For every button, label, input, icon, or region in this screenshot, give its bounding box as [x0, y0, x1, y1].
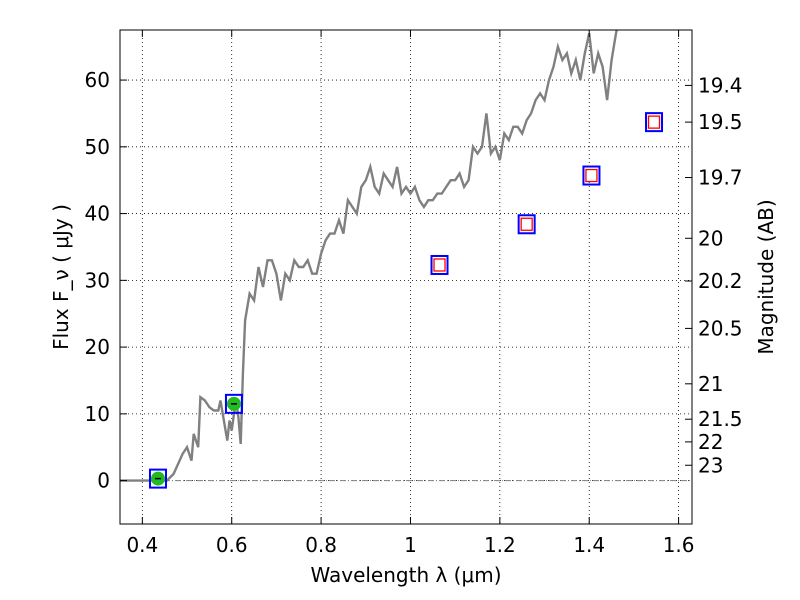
right-tick-label: 19.4 — [698, 73, 743, 97]
point-outer-box — [148, 468, 167, 489]
point-inner-box — [585, 168, 598, 183]
point-outer-box — [645, 112, 664, 133]
data-point — [582, 165, 601, 186]
spectrum-layer — [120, 30, 618, 482]
right-tick-label: 22 — [698, 430, 723, 454]
point-inner-box — [647, 115, 661, 129]
x-tick-labels: 0.4 0.6 0.8 1 1.2 1.4 1.6 — [126, 533, 694, 557]
x-tick-label: 0.6 — [216, 533, 248, 557]
point-outer-box — [517, 214, 536, 235]
right-tick-label: 23 — [698, 453, 723, 477]
y-tick-label: 0 — [97, 469, 110, 493]
y-tick-label: 40 — [85, 202, 110, 226]
x-tick-label: 1.4 — [573, 533, 605, 557]
point-outer-box — [430, 254, 449, 275]
x-tick-label: 0.4 — [126, 533, 158, 557]
y-tick-label: 20 — [85, 335, 110, 359]
right-axis-label: Magnitude (AB) — [754, 199, 778, 354]
right-tick-label: 21.5 — [698, 407, 743, 431]
spectrum-line — [120, 30, 618, 482]
data-point — [517, 214, 536, 235]
x-tick-label: 1.6 — [663, 533, 695, 557]
x-tick-label: 1 — [404, 533, 417, 557]
x-axis-label: Wavelength λ (μm) — [310, 563, 501, 587]
right-tick-label: 21 — [698, 372, 723, 396]
right-tick-label: 19.5 — [698, 110, 743, 134]
data-point — [645, 112, 664, 133]
x-tick-label: 0.8 — [305, 533, 337, 557]
y-tick-labels: 0 10 20 30 40 50 60 — [85, 68, 110, 493]
right-tick-label: 20.2 — [698, 269, 743, 293]
point-outer-box — [224, 393, 243, 414]
data-point — [430, 254, 449, 275]
point-inner-box — [433, 258, 446, 272]
x-tick-label: 1.2 — [484, 533, 516, 557]
right-tick-label: 20.5 — [698, 316, 743, 340]
point-outer-box — [582, 165, 601, 186]
y-tick-label: 50 — [85, 135, 110, 159]
plot-frame — [119, 29, 693, 525]
y-axis-label: Flux F_ν ( μJy ) — [49, 204, 73, 350]
ticks — [120, 30, 692, 524]
y-tick-label: 30 — [85, 268, 110, 292]
grid — [120, 30, 692, 524]
data-point — [224, 393, 243, 414]
point-inner-box — [520, 217, 533, 231]
right-tick-label: 20 — [698, 226, 723, 250]
data-point — [148, 468, 167, 489]
y-tick-label: 60 — [85, 68, 110, 92]
right-tick-label: 19.7 — [698, 166, 743, 190]
y-tick-label: 10 — [85, 402, 110, 426]
points-layer — [148, 112, 664, 489]
